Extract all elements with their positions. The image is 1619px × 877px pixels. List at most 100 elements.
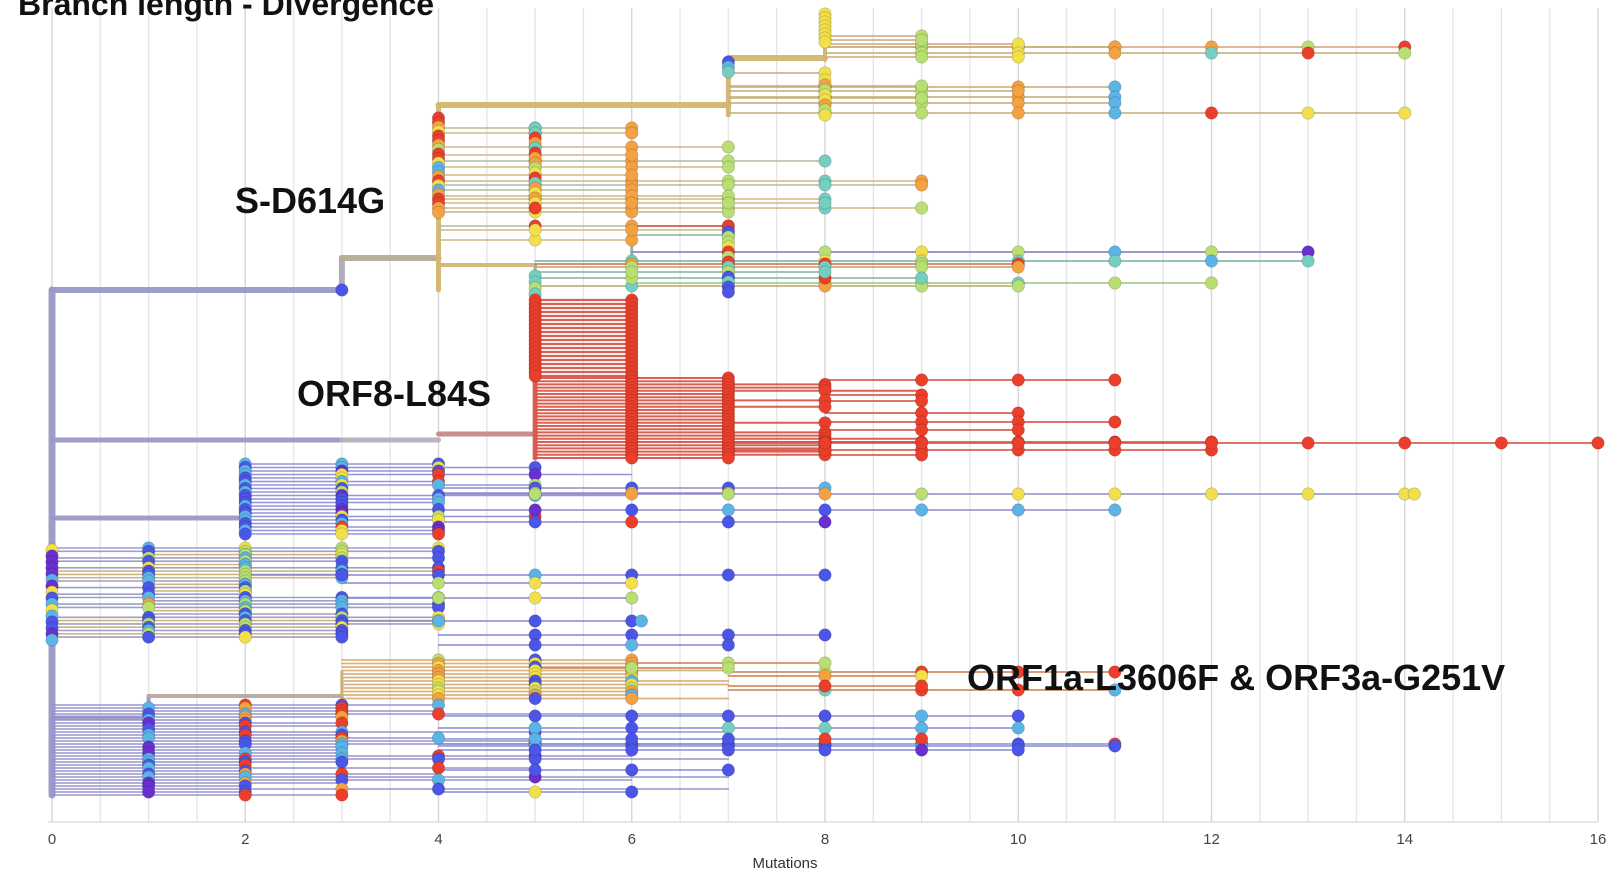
tree-node xyxy=(625,638,639,652)
tree-node xyxy=(1204,276,1219,290)
tree-node xyxy=(818,721,832,735)
tree-node xyxy=(335,788,349,802)
tree-node xyxy=(528,743,542,757)
chart-title: Branch length - Divergence xyxy=(18,0,435,22)
tree-node xyxy=(1011,721,1025,735)
tree-node xyxy=(1301,436,1315,450)
tree-node xyxy=(528,487,542,501)
tree-node xyxy=(431,591,446,605)
tree-node xyxy=(818,154,832,168)
tree-node xyxy=(528,369,542,383)
tree-node xyxy=(818,503,832,517)
x-tick-label: 4 xyxy=(434,831,442,848)
tree-node xyxy=(1108,415,1122,429)
tree-node xyxy=(818,400,832,414)
tree-node xyxy=(721,743,735,757)
tree-node xyxy=(818,568,832,582)
tree-node xyxy=(1011,683,1025,697)
tree-node xyxy=(528,785,542,799)
tree-node xyxy=(142,785,156,799)
tree-node xyxy=(1108,46,1122,60)
tree-node xyxy=(915,732,929,746)
tree-node xyxy=(915,201,929,215)
tree-nodes xyxy=(45,7,1605,802)
tree-node xyxy=(431,205,446,220)
tree-node xyxy=(818,265,832,279)
tree-node xyxy=(1398,436,1412,450)
tree-node xyxy=(1011,279,1025,293)
tree-node xyxy=(625,515,639,529)
tree-node xyxy=(1301,254,1315,268)
x-tick-label: 8 xyxy=(821,831,829,848)
tree-node xyxy=(625,168,639,182)
tree-node xyxy=(915,423,929,437)
x-tick-label: 12 xyxy=(1203,831,1220,848)
tree-node xyxy=(818,743,832,757)
tree-node xyxy=(721,487,735,501)
tree-node xyxy=(1301,106,1315,120)
tree-node xyxy=(1011,423,1025,437)
tree-node xyxy=(721,709,735,723)
tree-node xyxy=(238,630,252,644)
tree-node xyxy=(625,576,639,590)
tree-node xyxy=(1011,373,1025,387)
tree-node xyxy=(1011,487,1025,501)
tree-node xyxy=(625,743,639,757)
tree-node xyxy=(625,503,639,517)
tree-node xyxy=(528,691,542,706)
tree-node xyxy=(1011,709,1025,723)
tree-node xyxy=(1011,84,1025,98)
tree-node xyxy=(721,568,735,582)
tree-node xyxy=(1301,46,1315,60)
tree-node xyxy=(818,515,832,529)
x-tick-label: 16 xyxy=(1590,831,1607,848)
tree-node xyxy=(1011,260,1025,274)
tree-node xyxy=(335,755,349,769)
tree-node xyxy=(915,106,929,120)
tree-node xyxy=(528,763,542,777)
tree-node xyxy=(1398,46,1412,60)
tree-node xyxy=(1108,683,1122,697)
tree-node xyxy=(1204,46,1219,60)
tree-node xyxy=(625,126,639,140)
tree-node xyxy=(625,732,639,746)
tree-node xyxy=(915,373,929,387)
tree-node xyxy=(335,630,349,644)
tree-node xyxy=(1108,665,1122,679)
tree-node xyxy=(1108,436,1122,450)
tree-node xyxy=(818,679,832,693)
tree-node xyxy=(915,436,929,450)
tree-node xyxy=(1011,436,1025,450)
tree-node xyxy=(431,614,446,628)
tree-node xyxy=(915,709,929,723)
tree-node xyxy=(1591,436,1605,450)
tree-node xyxy=(721,451,735,465)
tree-node xyxy=(1011,106,1025,120)
tree-node xyxy=(431,576,446,590)
tree-node xyxy=(721,721,735,735)
tree-node xyxy=(1108,276,1122,290)
x-tick-label: 6 xyxy=(628,831,636,848)
x-tick-label: 14 xyxy=(1396,831,1413,848)
tree-node xyxy=(721,661,735,675)
tree-node xyxy=(915,271,929,285)
tree-node xyxy=(528,638,542,652)
tree-node xyxy=(721,503,735,517)
tree-node xyxy=(625,661,639,675)
tree-node xyxy=(818,732,832,746)
tree-node xyxy=(1011,50,1025,64)
tree-node xyxy=(625,709,639,723)
tree-node xyxy=(1398,106,1412,120)
tree-node xyxy=(528,515,542,529)
x-axis-label: Mutations xyxy=(752,855,817,872)
tree-node xyxy=(1108,254,1122,268)
tree-node xyxy=(915,503,929,517)
tree-node xyxy=(915,79,929,93)
tree-node xyxy=(528,709,542,723)
tree-node xyxy=(431,782,446,796)
x-tick-label: 10 xyxy=(1010,831,1027,848)
tree-node xyxy=(818,178,832,192)
tree-node xyxy=(625,196,639,210)
tree-node xyxy=(431,527,446,541)
